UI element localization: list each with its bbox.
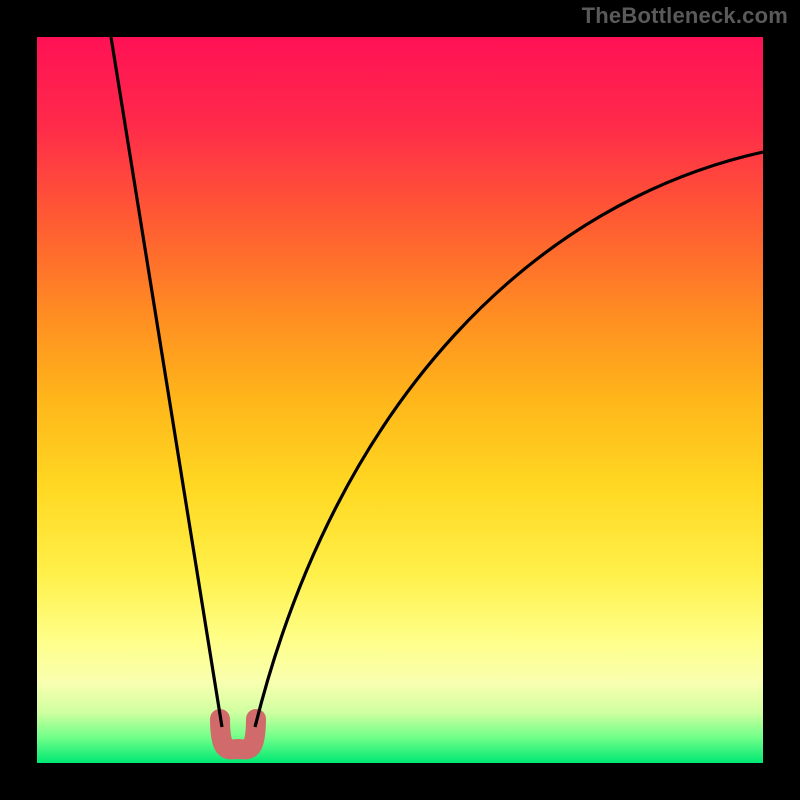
- watermark-text: TheBottleneck.com: [582, 3, 788, 29]
- bottleneck-chart: [0, 0, 800, 800]
- chart-frame: TheBottleneck.com: [0, 0, 800, 800]
